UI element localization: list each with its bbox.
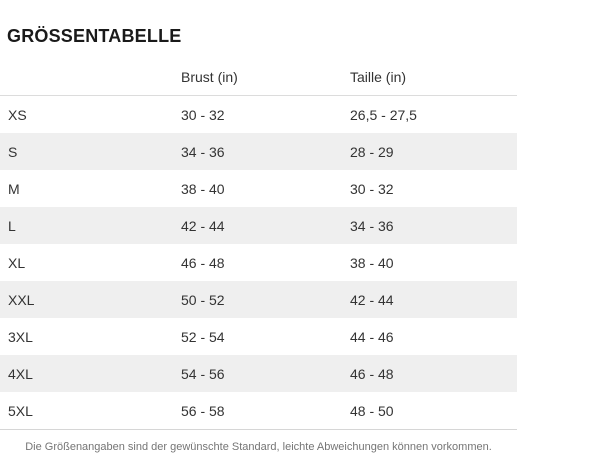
size-row: 4XL 54 - 56 46 - 48: [0, 355, 517, 392]
size-row: L 42 - 44 34 - 36: [0, 207, 517, 244]
cell-brust: 56 - 58: [181, 392, 350, 430]
size-row: XL 46 - 48 38 - 40: [0, 244, 517, 281]
size-table: Brust (in) Taille (in) XS 30 - 32 26,5 - 2…: [0, 58, 517, 430]
column-header-taille: Taille (in): [350, 58, 517, 96]
size-row: XXL 50 - 52 42 - 44: [0, 281, 517, 318]
size-row: 5XL 56 - 58 48 - 50: [0, 392, 517, 430]
cell-taille: 38 - 40: [350, 254, 394, 271]
column-header-size: [0, 58, 181, 96]
cell-brust: 42 - 44: [181, 217, 225, 234]
cell-taille: 44 - 46: [350, 328, 394, 345]
cell-size: 5XL: [0, 392, 181, 430]
size-row: XS 30 - 32 26,5 - 27,5: [0, 96, 517, 134]
cell-size: XXL: [8, 291, 35, 308]
column-header-brust: Brust (in): [181, 58, 350, 96]
cell-size: XL: [8, 254, 26, 271]
cell-brust: 38 - 40: [181, 180, 225, 197]
cell-size: S: [8, 143, 18, 160]
cell-taille: 28 - 29: [350, 143, 394, 160]
cell-taille: 34 - 36: [350, 217, 394, 234]
cell-brust: 30 - 32: [181, 106, 225, 123]
cell-size: 4XL: [8, 365, 33, 382]
cell-brust: 34 - 36: [181, 143, 225, 160]
cell-size: L: [8, 217, 16, 234]
cell-size: XS: [8, 106, 27, 123]
size-row: S 34 - 36 28 - 29: [0, 133, 517, 170]
cell-taille: 48 - 50: [350, 392, 517, 430]
size-row: 3XL 52 - 54 44 - 46: [0, 318, 517, 355]
cell-brust: 52 - 54: [181, 328, 225, 345]
size-row: M 38 - 40 30 - 32: [0, 170, 517, 207]
cell-brust: 50 - 52: [181, 291, 225, 308]
cell-taille: 42 - 44: [350, 291, 394, 308]
cell-size: M: [8, 180, 20, 197]
size-note: Die Größenangaben sind der gewünschte St…: [25, 441, 492, 453]
page-title: GRÖSSENTABELLE: [7, 26, 182, 46]
cell-size: 3XL: [8, 328, 33, 345]
size-table-header-row: Brust (in) Taille (in): [0, 58, 517, 96]
cell-brust: 46 - 48: [181, 254, 225, 271]
cell-taille: 26,5 - 27,5: [350, 106, 417, 123]
cell-taille: 30 - 32: [350, 180, 394, 197]
size-table-body: XS 30 - 32 26,5 - 27,5 S 34 - 36 28 - 29 M 38 -…: [0, 96, 517, 430]
cell-brust: 54 - 56: [181, 365, 225, 382]
cell-taille: 46 - 48: [350, 365, 394, 382]
